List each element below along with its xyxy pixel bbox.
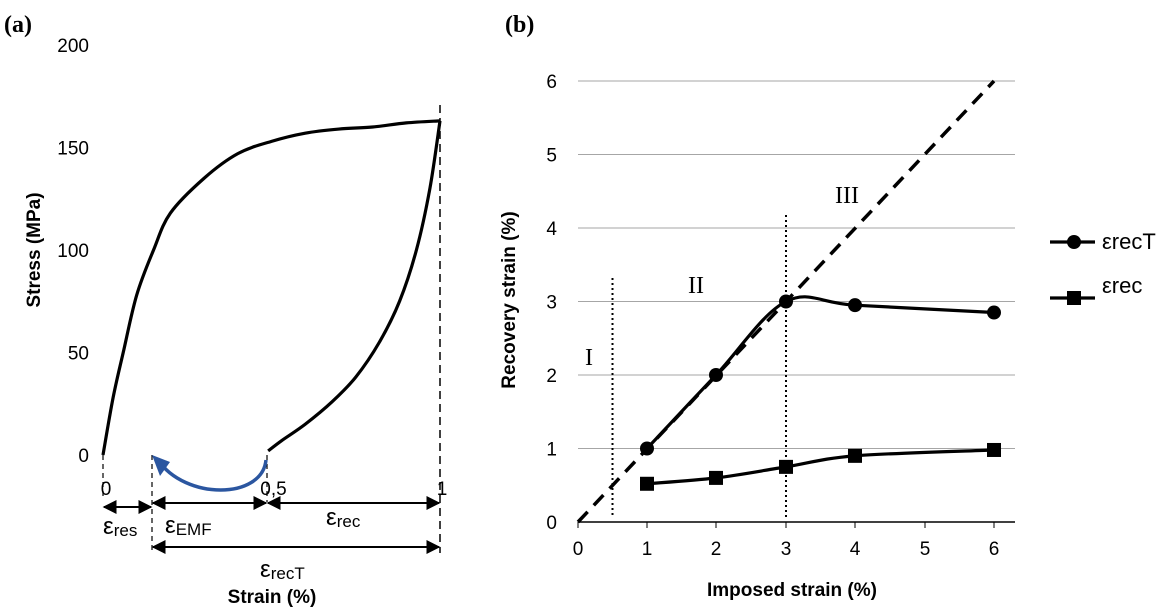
- panel-b-x-ticks: 0 1 2 3 4 5 6: [573, 522, 1000, 560]
- panel-b-x-tick-label: 5: [920, 539, 931, 560]
- region-II-label: II: [688, 273, 704, 299]
- panel-b-x-tick-label: 6: [989, 539, 1000, 560]
- region-III-label: III: [835, 183, 859, 209]
- series-1-point: [987, 442, 1001, 457]
- loading-curve: [101, 119, 441, 456]
- panel-a-y-tick-label: 100: [57, 241, 89, 262]
- series-1-point: [848, 448, 862, 463]
- emf-recovery-arc: [156, 459, 268, 492]
- panel-a-y-tick-label: 0: [78, 446, 89, 467]
- panel-b-y-tick-label: 4: [546, 219, 557, 240]
- panel-a-y-tick-label: 200: [57, 36, 89, 57]
- panel-a-x-tick-label: 1: [437, 479, 448, 500]
- panel-a-y-tick-label: 50: [68, 344, 89, 365]
- panel-b-series: [640, 294, 1001, 491]
- series-line-1: [646, 448, 995, 486]
- series-1-point: [640, 476, 654, 491]
- unloading-curve: [267, 120, 442, 453]
- series-1-point: [779, 459, 793, 474]
- series-0-point: [848, 298, 862, 313]
- panel-a-x-ticks: 0 0,5 1: [101, 479, 448, 500]
- panel-a-y-ticks: 0 50 100 150 200: [57, 36, 89, 467]
- panel-b-x-axis-title: Imposed strain (%): [707, 580, 877, 601]
- eps-recT-label: εrecT: [260, 556, 305, 583]
- panel-b-y-tick-label: 6: [546, 72, 557, 93]
- legend-marker-recT: [1067, 235, 1081, 249]
- series-0-point: [779, 294, 793, 309]
- panel-b-x-tick-label: 3: [781, 539, 792, 560]
- panel-a-x-tick-label: 0: [101, 479, 112, 500]
- legend: εrecT εrec: [1050, 229, 1156, 305]
- legend-label-rec: εrec: [1102, 273, 1142, 298]
- eps-rec-label: εrec: [326, 504, 361, 531]
- panel-b-y-tick-label: 0: [546, 513, 557, 534]
- series-line-0: [645, 295, 995, 450]
- panel-b-label: (b): [505, 12, 534, 38]
- panel-a-label: (a): [4, 12, 32, 38]
- panel-b-x-tick-label: 0: [573, 539, 584, 560]
- series-0-point: [640, 441, 654, 456]
- panel-a-y-tick-label: 150: [57, 139, 89, 160]
- eps-res-label: εres: [103, 513, 137, 540]
- panel-b-x-tick-label: 1: [642, 539, 653, 560]
- panel-b-x-tick-label: 2: [711, 539, 722, 560]
- panel-b-y-tick-label: 3: [546, 293, 557, 314]
- panel-a-y-axis-title: Stress (MPa): [24, 192, 45, 307]
- panel-b-y-ticks: 0 1 2 3 4 5 6: [546, 72, 557, 534]
- series-0-point: [709, 368, 723, 382]
- legend-marker-rec: [1067, 291, 1081, 305]
- panel-b-gridlines: [578, 80, 1015, 449]
- panel-b-y-tick-label: 1: [546, 440, 557, 461]
- panel-a-x-tick-label: 0,5: [260, 479, 286, 500]
- region-I-label: I: [585, 345, 593, 371]
- series-0-point: [987, 305, 1001, 320]
- legend-label-recT: εrecT: [1102, 229, 1156, 254]
- panel-b-y-axis-title: Recovery strain (%): [499, 211, 520, 388]
- panel-b-x-tick-label: 4: [850, 539, 861, 560]
- panel-b-y-tick-label: 5: [546, 146, 557, 167]
- panel-b-y-tick-label: 2: [546, 366, 557, 387]
- panel-a-x-axis-title: Strain (%): [228, 587, 317, 608]
- emf-arrow-head-icon: [152, 455, 170, 476]
- series-1-point: [709, 470, 723, 485]
- eps-emf-label: εEMF: [165, 512, 212, 539]
